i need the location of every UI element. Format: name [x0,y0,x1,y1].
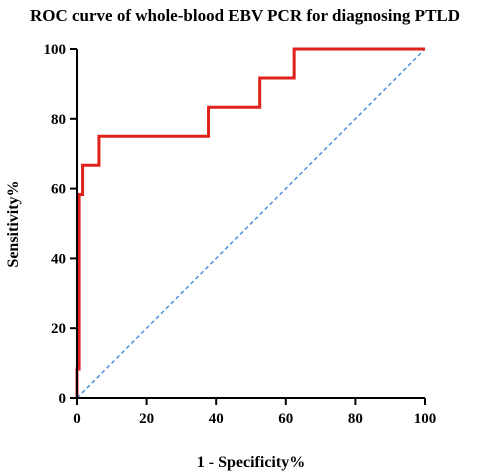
x-tick-label: 20 [139,411,154,427]
y-tick-label: 40 [51,251,66,267]
x-axis-label: 1 - Specificity% [197,454,305,471]
y-tick-label: 20 [51,321,66,337]
tick-layer: 0 20 40 60 80 100 0 20 40 60 80 100 [44,42,437,427]
y-tick-label: 100 [44,42,67,58]
x-tick-label: 0 [73,411,81,427]
chart-title: ROC curve of whole-blood EBV PCR for dia… [30,6,460,25]
y-tick-label: 0 [59,391,67,407]
series-layer [75,47,426,399]
x-tick-label: 60 [278,411,293,427]
x-tick-label: 80 [348,411,363,427]
x-tick-label: 100 [414,411,437,427]
x-tick-label: 40 [209,411,224,427]
y-tick-label: 80 [51,112,66,128]
reference-diagonal-line [76,48,426,399]
roc-curve-line [75,47,425,398]
y-axis-label: Sensitivity% [5,180,22,267]
y-tick-label: 60 [51,182,66,198]
